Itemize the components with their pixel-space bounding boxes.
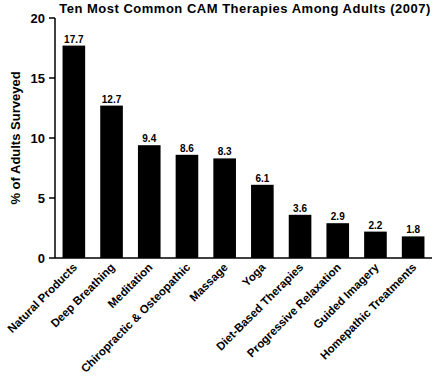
data-label: 1.8 — [406, 224, 420, 235]
y-tick-label: 10 — [31, 131, 45, 146]
data-label: 12.7 — [102, 94, 122, 105]
data-label: 17.7 — [64, 34, 84, 45]
y-axis — [54, 18, 56, 258]
x-axis — [55, 257, 432, 259]
y-tick — [49, 197, 55, 199]
y-axis-label: % of Adults Surveyed — [8, 71, 23, 204]
x-tick-label: Homepathic Treatments — [318, 261, 419, 362]
data-label: 2.9 — [331, 211, 345, 222]
bar — [251, 185, 274, 258]
bar — [402, 236, 425, 258]
bar — [213, 158, 236, 258]
y-tick — [49, 257, 55, 259]
x-tick-label: Guided Imagery — [311, 261, 381, 331]
bar — [63, 46, 86, 258]
x-tick-label: Chiropractic & Osteopathic — [79, 261, 193, 375]
x-tick-label: Deep Breathing — [48, 261, 117, 330]
y-tick-label: 0 — [38, 251, 45, 266]
bars — [63, 46, 425, 258]
y-tick-label: 20 — [31, 11, 45, 26]
bar — [289, 215, 312, 258]
data-label: 8.3 — [218, 146, 232, 157]
title: Ten Most Common CAM Therapies Among Adul… — [59, 1, 430, 16]
x-tick-label: Yoga — [240, 261, 268, 289]
bar — [326, 223, 349, 258]
bar — [364, 232, 387, 258]
x-tick-label: Natural Products — [5, 261, 79, 335]
y-tick — [49, 77, 55, 79]
y-tick-label: 15 — [31, 71, 45, 86]
x-tick-label: Massage — [187, 261, 230, 304]
bar — [176, 155, 199, 258]
data-label: 8.6 — [180, 143, 194, 154]
data-label: 6.1 — [255, 173, 269, 184]
bar — [100, 106, 123, 258]
bar — [138, 145, 161, 258]
y-tick-label: 5 — [38, 191, 45, 206]
data-label: 2.2 — [368, 220, 382, 231]
y-tick — [49, 17, 55, 19]
data-label: 3.6 — [293, 203, 307, 214]
data-label: 9.4 — [142, 133, 156, 144]
y-tick — [49, 137, 55, 139]
